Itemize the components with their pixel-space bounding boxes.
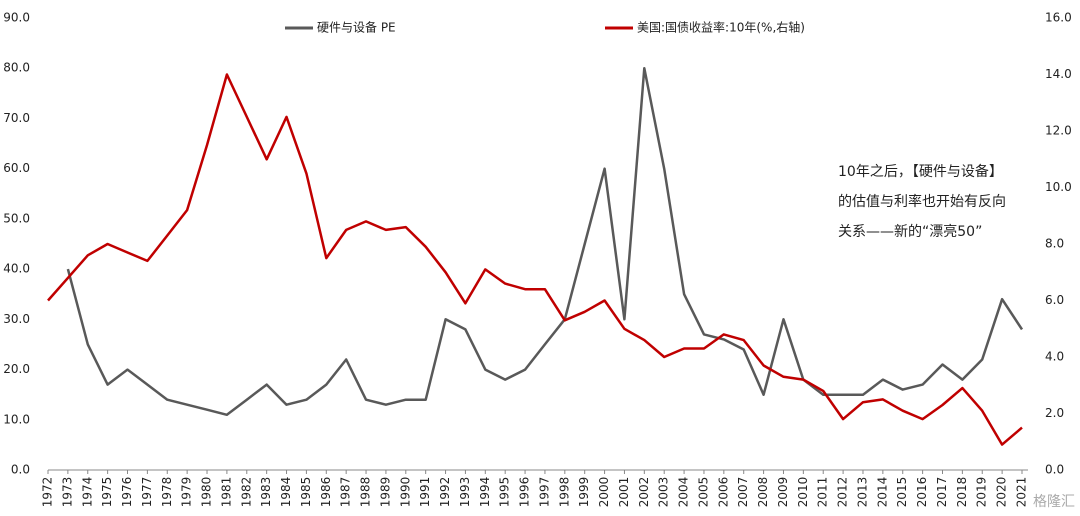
x-tick-label: 2003 xyxy=(657,477,671,508)
y2-tick-label: 14.0 xyxy=(1045,67,1072,81)
x-tick-label: 1978 xyxy=(160,477,174,508)
x-tick-label: 1983 xyxy=(259,477,273,508)
x-tick-label: 1987 xyxy=(339,477,353,508)
y-tick-label: 60.0 xyxy=(3,161,30,175)
x-tick-label: 1977 xyxy=(140,477,154,508)
x-tick-label: 2001 xyxy=(617,477,631,508)
x-tick-label: 2014 xyxy=(875,477,889,508)
x-tick-label: 1996 xyxy=(518,477,532,508)
x-tick-label: 1995 xyxy=(498,477,512,508)
x-tick-label: 2021 xyxy=(1015,477,1029,508)
x-tick-label: 1976 xyxy=(120,477,134,508)
x-tick-label: 1992 xyxy=(438,477,452,508)
x-tick-label: 1997 xyxy=(537,477,551,508)
x-tick-label: 2012 xyxy=(836,477,850,508)
x-tick-label: 2013 xyxy=(855,477,869,508)
x-tick-label: 2016 xyxy=(915,477,929,508)
y-tick-label: 50.0 xyxy=(3,211,30,225)
x-tick-label: 1981 xyxy=(219,477,233,508)
y-tick-label: 70.0 xyxy=(3,111,30,125)
y2-tick-label: 8.0 xyxy=(1045,237,1064,251)
x-tick-label: 1980 xyxy=(200,477,214,508)
watermark: 格隆汇 xyxy=(1033,494,1075,510)
x-tick-label: 2010 xyxy=(796,477,810,508)
y2-tick-label: 10.0 xyxy=(1045,180,1072,194)
annotation: 10年之后，【硬件与设备】 xyxy=(838,163,1003,180)
y2-tick-label: 0.0 xyxy=(1045,463,1064,477)
x-tick-label: 1988 xyxy=(359,477,373,508)
x-tick-label: 1989 xyxy=(378,477,392,508)
x-tick-label: 1991 xyxy=(418,477,432,508)
x-tick-label: 1994 xyxy=(478,477,492,508)
x-tick-label: 1972 xyxy=(41,477,55,508)
legend-label: 美国:国债收益率:10年(%,右轴) xyxy=(637,20,805,35)
y2-tick-label: 12.0 xyxy=(1045,124,1072,138)
x-tick-label: 1986 xyxy=(319,477,333,508)
legend-label: 硬件与设备 PE xyxy=(317,21,396,35)
y2-tick-label: 2.0 xyxy=(1045,406,1064,420)
x-tick-label: 1973 xyxy=(60,477,74,508)
x-tick-label: 2015 xyxy=(895,477,909,508)
x-tick-label: 2008 xyxy=(756,477,770,508)
x-tick-label: 2011 xyxy=(816,477,830,508)
annotation: 关系——新的“漂亮50” xyxy=(838,223,982,240)
x-tick-label: 2009 xyxy=(776,477,790,508)
x-tick-label: 1974 xyxy=(80,477,94,508)
x-tick-label: 2018 xyxy=(955,477,969,508)
y-tick-label: 0.0 xyxy=(11,463,30,477)
x-tick-label: 2005 xyxy=(696,477,710,508)
y-tick-label: 20.0 xyxy=(3,362,30,376)
y2-tick-label: 4.0 xyxy=(1045,350,1064,364)
annotation: 的估值与利率也开始有反向 xyxy=(838,193,1006,210)
y2-tick-label: 6.0 xyxy=(1045,293,1064,307)
x-tick-label: 2020 xyxy=(995,477,1009,508)
x-tick-label: 1979 xyxy=(180,477,194,508)
x-tick-label: 2004 xyxy=(677,477,691,508)
x-tick-label: 2006 xyxy=(716,477,730,508)
x-tick-label: 1985 xyxy=(299,477,313,508)
y-tick-label: 80.0 xyxy=(3,61,30,75)
x-tick-label: 1999 xyxy=(577,477,591,508)
x-tick-label: 2019 xyxy=(975,477,989,508)
x-tick-label: 2007 xyxy=(736,477,750,508)
x-tick-label: 2000 xyxy=(597,477,611,508)
x-tick-label: 1975 xyxy=(100,477,114,508)
x-tick-label: 2017 xyxy=(935,477,949,508)
series-line xyxy=(66,66,1024,417)
y-tick-label: 40.0 xyxy=(3,262,30,276)
y2-tick-label: 16.0 xyxy=(1045,11,1072,25)
y-tick-label: 90.0 xyxy=(3,11,30,25)
x-tick-label: 1984 xyxy=(279,477,293,508)
y-tick-label: 10.0 xyxy=(3,412,30,426)
y-tick-label: 30.0 xyxy=(3,312,30,326)
x-tick-label: 1982 xyxy=(239,477,253,508)
x-tick-label: 1998 xyxy=(557,477,571,508)
series-line xyxy=(47,73,1023,446)
x-tick-label: 2002 xyxy=(637,477,651,508)
x-tick-label: 1990 xyxy=(398,477,412,508)
x-tick-label: 1993 xyxy=(458,477,472,508)
